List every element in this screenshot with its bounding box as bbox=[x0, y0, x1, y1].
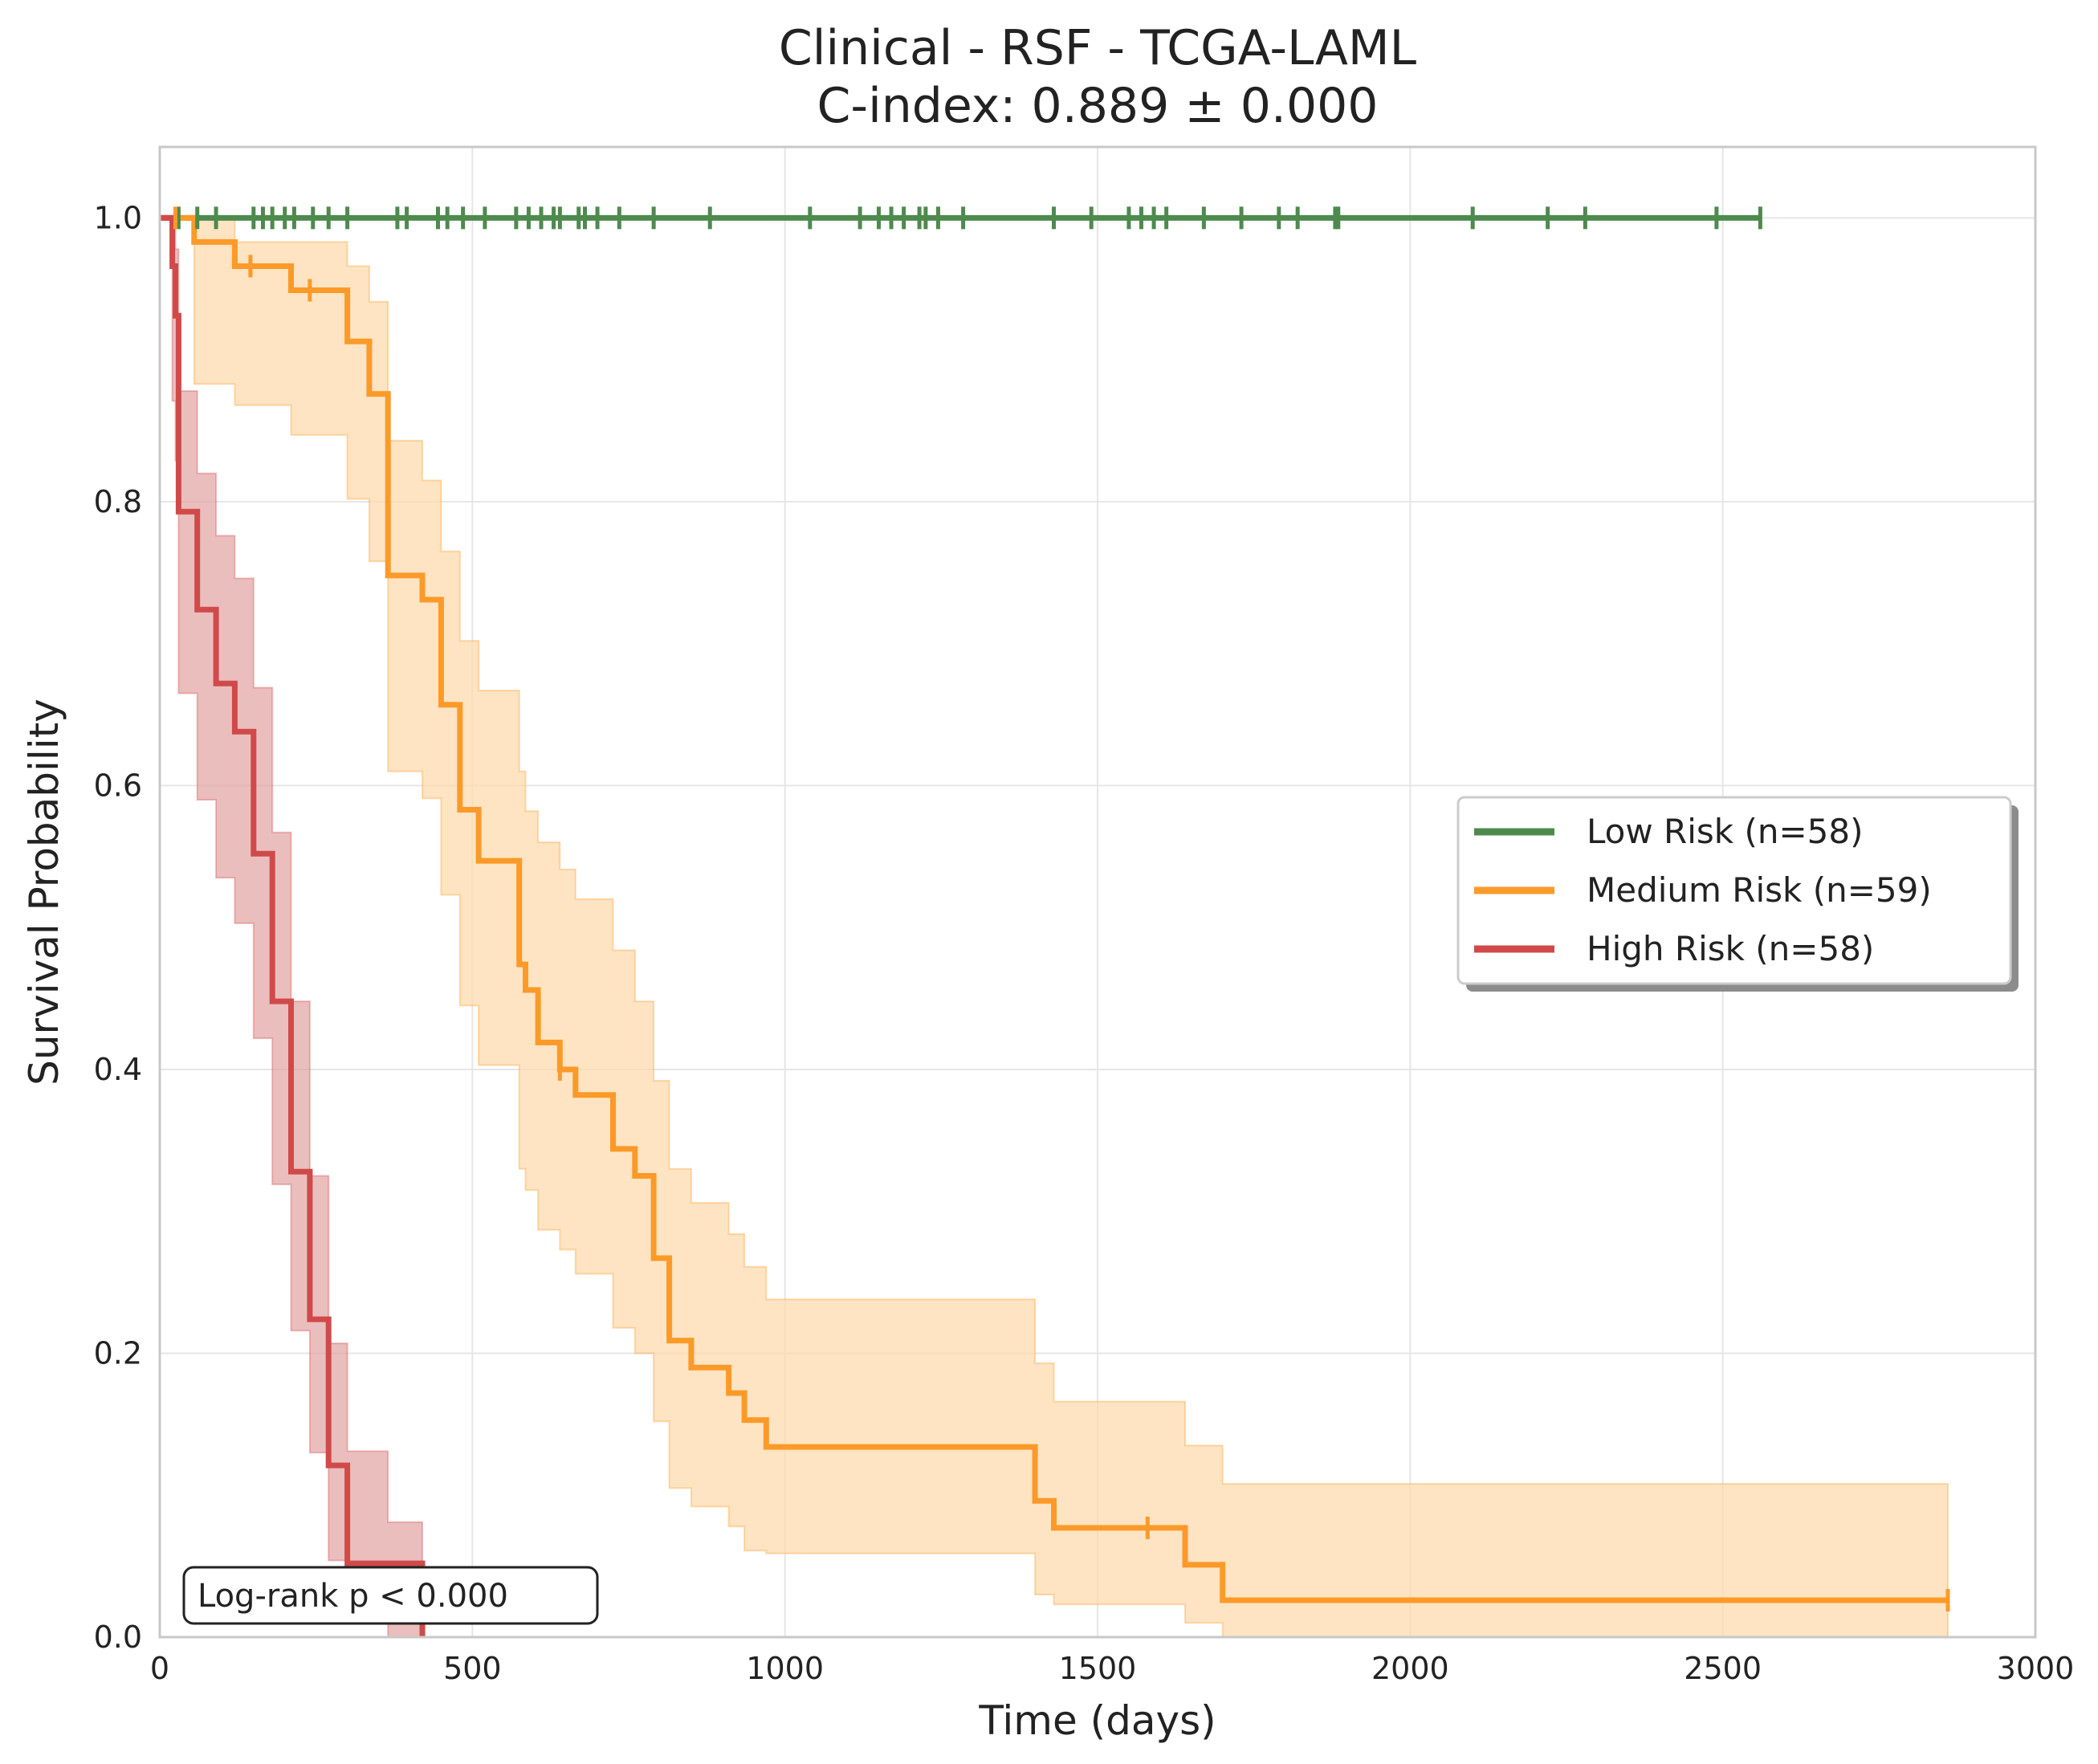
y-tick-label: 0.8 bbox=[94, 484, 142, 519]
x-tick-label: 2000 bbox=[1371, 1651, 1449, 1686]
x-tick-label: 0 bbox=[150, 1651, 169, 1686]
chart-title: Clinical - RSF - TCGA-LAML bbox=[779, 20, 1417, 76]
logrank-box bbox=[182, 1566, 599, 1625]
y-tick-label: 0.6 bbox=[94, 768, 142, 803]
y-axis-ticks: 0.0 0.2 0.4 0.6 0.8 1.0 bbox=[94, 200, 142, 1655]
survival-curves bbox=[160, 214, 1948, 1637]
legend-label-low-risk: Low Risk (n=58) bbox=[1587, 812, 1864, 851]
y-tick-label: 0.4 bbox=[94, 1052, 142, 1087]
x-tick-label: 2500 bbox=[1684, 1651, 1762, 1686]
x-tick-label: 500 bbox=[443, 1651, 502, 1686]
legend-box bbox=[1456, 796, 2012, 985]
x-tick-label: 1500 bbox=[1059, 1651, 1137, 1686]
x-tick-label: 1000 bbox=[746, 1651, 824, 1686]
censor-marks bbox=[173, 206, 1950, 1612]
x-axis-label: Time (days) bbox=[978, 1697, 1216, 1744]
chart-subtitle: C-index: 0.889 ± 0.000 bbox=[817, 78, 1379, 134]
legend-label-high-risk: High Risk (n=58) bbox=[1587, 929, 1874, 968]
logrank-text: Log-rank p < 0.000 bbox=[198, 1578, 508, 1615]
y-axis-label: Survival Probability bbox=[21, 699, 67, 1086]
x-axis-ticks: 0 500 1000 1500 2000 2500 3000 bbox=[150, 1651, 2074, 1686]
x-tick-label: 3000 bbox=[1997, 1651, 2075, 1686]
plot-frame bbox=[158, 145, 2037, 1639]
logrank-annotation: Log-rank p < 0.000 bbox=[182, 1566, 599, 1625]
legend: Low Risk (n=58) Medium Risk (n=59) High … bbox=[1456, 796, 2019, 992]
y-tick-label: 1.0 bbox=[94, 200, 142, 235]
y-tick-label: 0.2 bbox=[94, 1335, 142, 1371]
y-tick-label: 0.0 bbox=[94, 1619, 142, 1655]
high-risk-curve bbox=[160, 214, 426, 1637]
medium-risk-curve bbox=[160, 214, 1948, 1603]
legend-label-medium-risk: Medium Risk (n=59) bbox=[1587, 870, 1932, 910]
